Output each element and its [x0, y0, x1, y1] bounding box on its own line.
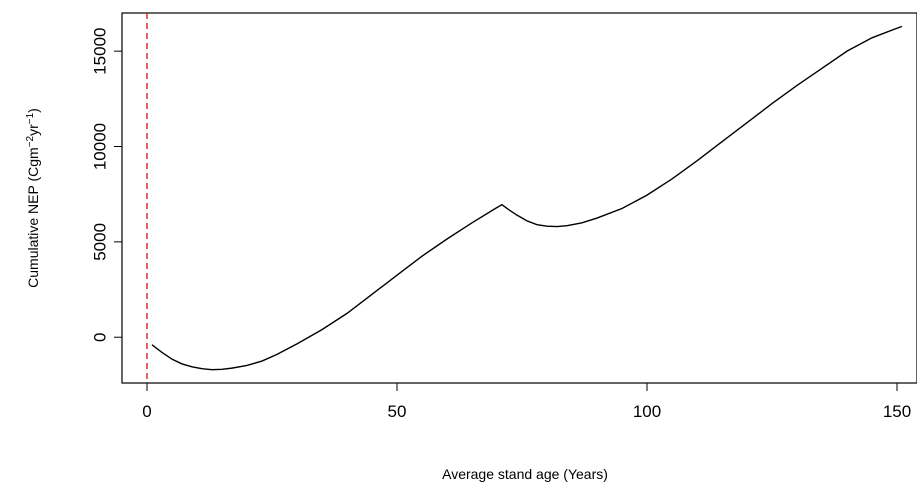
x-tick-label: 150	[883, 402, 911, 421]
x-tick-label: 50	[388, 402, 407, 421]
plot-frame	[121, 12, 917, 384]
x-tick-label: 100	[633, 402, 661, 421]
y-tick-label: 5000	[91, 223, 110, 261]
y-axis-title: Cumulative NEP (Cgm−2yr−1)	[25, 108, 42, 288]
series-line	[151, 25, 903, 371]
x-axis-title: Average stand age (Years)	[442, 466, 608, 482]
x-tick-label: 0	[142, 402, 151, 421]
y-tick-label: 0	[91, 332, 110, 341]
y-tick-label: 15000	[91, 28, 110, 75]
x-axis: 0 50 100 150	[142, 383, 911, 421]
y-axis: 0 5000 10000 15000	[91, 28, 122, 342]
y-tick-label: 10000	[91, 123, 110, 170]
